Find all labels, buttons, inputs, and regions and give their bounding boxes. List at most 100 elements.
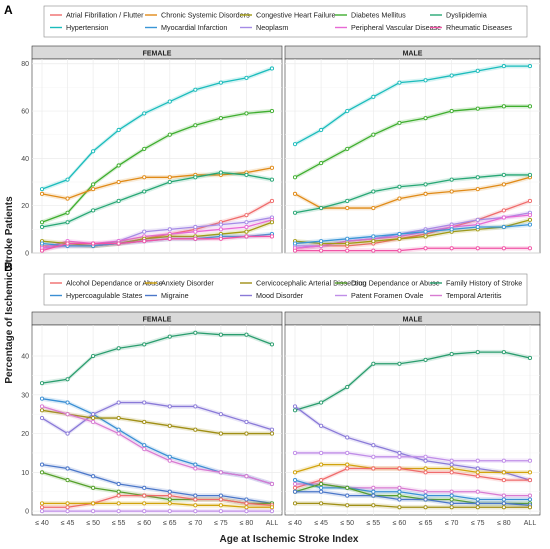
data-point bbox=[193, 404, 198, 409]
legend-label: Peripheral Vascular Disease bbox=[351, 23, 441, 32]
data-point bbox=[475, 217, 480, 222]
x-tick-label: ≤ 40 bbox=[288, 520, 302, 527]
data-point bbox=[423, 458, 428, 463]
series-ribbon bbox=[42, 470, 272, 506]
data-point bbox=[65, 412, 70, 417]
series-anxiety-disorder bbox=[292, 462, 533, 475]
data-point bbox=[91, 182, 96, 187]
data-point bbox=[269, 427, 275, 432]
data-point bbox=[39, 462, 45, 467]
legend-item: Neoplasm bbox=[240, 23, 288, 32]
series-ribbon bbox=[42, 108, 272, 225]
series-line bbox=[41, 405, 273, 485]
series-diabetes-mellitus bbox=[39, 108, 275, 225]
legend-item: Migraine bbox=[145, 291, 189, 300]
data-point bbox=[244, 501, 249, 506]
data-point bbox=[397, 184, 402, 189]
data-point bbox=[449, 73, 454, 78]
data-point bbox=[218, 80, 223, 85]
data-point bbox=[269, 234, 275, 239]
data-point bbox=[167, 489, 172, 494]
data-point bbox=[292, 408, 298, 413]
data-point bbox=[423, 489, 428, 494]
data-point bbox=[501, 458, 506, 463]
series-line bbox=[41, 171, 273, 228]
legend-item: Alcohol Dependance or Abuse bbox=[50, 279, 163, 288]
series-ribbon bbox=[42, 215, 272, 251]
data-point bbox=[371, 234, 376, 239]
series-alcohol-dependance-or-abuse bbox=[292, 466, 533, 491]
series-line bbox=[41, 235, 272, 252]
panels-layer: A Atrial Fibrillation / Flutter Chronic Sy… bbox=[4, 3, 541, 527]
data-point bbox=[116, 509, 121, 514]
data-point bbox=[244, 332, 249, 337]
data-point bbox=[116, 427, 121, 432]
data-point bbox=[167, 497, 172, 502]
y-tick-label: 40 bbox=[21, 156, 29, 163]
legend-label: Anxiety Disorder bbox=[161, 279, 214, 288]
data-point bbox=[167, 501, 172, 506]
series-ribbon bbox=[42, 170, 272, 230]
data-point bbox=[423, 191, 428, 196]
series-ribbon bbox=[42, 66, 272, 192]
data-point bbox=[65, 177, 70, 182]
data-point bbox=[423, 466, 428, 471]
y-tick-label: 0 bbox=[25, 251, 29, 258]
data-point bbox=[501, 215, 506, 220]
series-line bbox=[41, 409, 272, 435]
data-point bbox=[345, 462, 350, 467]
legend-item: Family History of Stroke bbox=[430, 279, 522, 288]
data-point bbox=[65, 431, 70, 436]
data-point bbox=[475, 68, 480, 73]
data-point bbox=[292, 191, 298, 196]
legend-label: Cervicocephalic Arterial Dissection bbox=[256, 279, 366, 288]
data-point bbox=[142, 229, 147, 234]
legend-item: Peripheral Vascular Disease bbox=[335, 23, 441, 32]
data-point bbox=[65, 400, 70, 405]
legend-item: Rheumatic Diseases bbox=[430, 23, 512, 32]
data-point bbox=[116, 493, 121, 498]
data-point bbox=[167, 179, 172, 185]
data-point bbox=[116, 416, 121, 421]
data-point bbox=[449, 466, 454, 471]
legend-item: Drug Dependance or Abuse bbox=[335, 279, 440, 288]
data-point bbox=[39, 241, 45, 246]
legend-label: Family History of Stroke bbox=[446, 279, 522, 288]
data-point bbox=[423, 78, 428, 83]
data-point bbox=[319, 501, 324, 506]
data-point bbox=[423, 493, 428, 498]
data-point bbox=[371, 503, 376, 508]
data-point bbox=[167, 334, 172, 339]
data-point bbox=[244, 419, 249, 424]
data-point bbox=[397, 248, 402, 253]
data-point bbox=[91, 241, 96, 246]
data-point bbox=[475, 501, 480, 506]
data-point bbox=[218, 493, 223, 498]
series-line bbox=[294, 463, 530, 473]
data-point bbox=[345, 466, 350, 471]
series-line bbox=[294, 351, 531, 411]
legend-item: Atrial Fibrillation / Flutter bbox=[50, 11, 144, 20]
legend-label: Chronic Systemic Disorders bbox=[161, 11, 250, 20]
data-point bbox=[193, 236, 198, 241]
data-point bbox=[244, 234, 249, 239]
data-point bbox=[527, 172, 533, 177]
data-point bbox=[501, 350, 506, 355]
data-point bbox=[501, 478, 506, 483]
data-point bbox=[142, 419, 147, 424]
y-tick-label: 30 bbox=[21, 392, 29, 399]
legend-label: Rheumatic Diseases bbox=[446, 23, 512, 32]
data-point bbox=[193, 497, 198, 502]
data-point bbox=[449, 108, 454, 114]
data-point bbox=[527, 497, 533, 502]
legend-item: Dyslipidemia bbox=[430, 11, 487, 20]
data-point bbox=[423, 454, 428, 459]
data-point bbox=[345, 485, 350, 490]
legend-box bbox=[43, 273, 528, 306]
legend-label: Hypercoagulable States bbox=[66, 291, 143, 300]
legend-label: Congestive Heart Failure bbox=[256, 11, 336, 20]
data-point bbox=[167, 99, 172, 104]
data-point bbox=[167, 236, 172, 241]
data-point bbox=[116, 431, 121, 436]
data-point bbox=[292, 481, 298, 487]
